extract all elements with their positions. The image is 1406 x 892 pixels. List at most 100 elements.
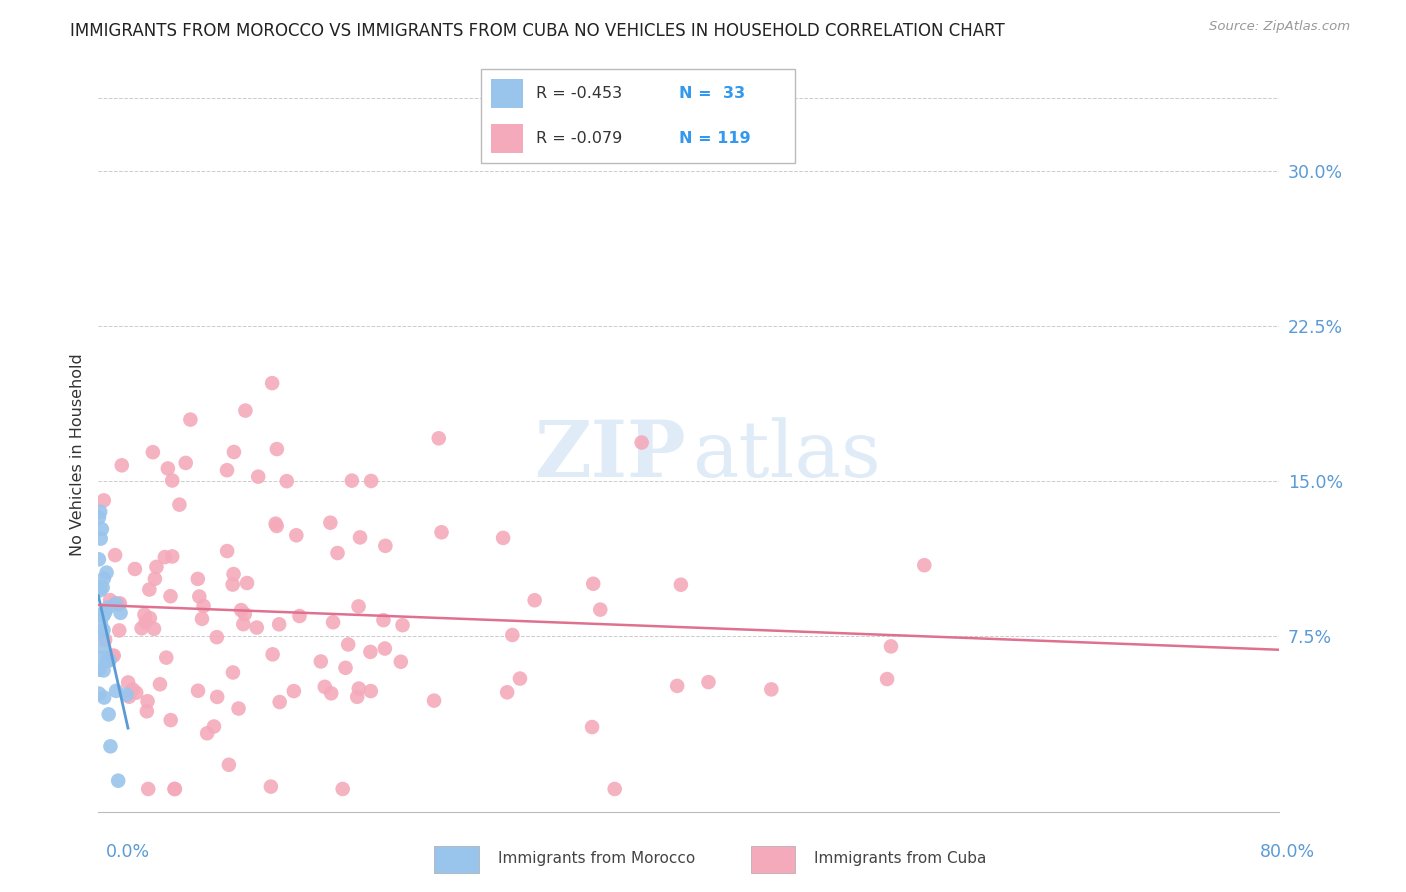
Point	[96, 566, 118, 580]
Point	[159, 713, 181, 727]
Point	[202, 719, 225, 733]
Point	[276, 474, 298, 488]
Text: N =  33: N = 33	[679, 86, 745, 101]
Point	[188, 590, 211, 604]
Point	[322, 615, 344, 630]
Point	[492, 531, 515, 545]
Point	[360, 474, 382, 488]
Point	[523, 593, 546, 607]
Point	[603, 781, 626, 796]
Point	[309, 655, 332, 669]
Point	[340, 474, 363, 488]
Point	[139, 611, 162, 625]
Point	[100, 739, 122, 754]
Point	[630, 435, 652, 450]
Point	[582, 576, 605, 591]
Point	[163, 781, 186, 796]
Point	[359, 645, 381, 659]
Point	[912, 558, 935, 573]
Point	[97, 707, 120, 722]
Point	[138, 582, 160, 597]
Point	[153, 550, 176, 565]
Point	[156, 461, 179, 475]
Point	[169, 498, 191, 512]
Point	[125, 686, 148, 700]
Text: ZIP: ZIP	[534, 417, 685, 493]
Point	[107, 598, 129, 612]
Point	[163, 781, 186, 796]
Point	[215, 463, 238, 477]
Point	[332, 781, 354, 796]
Point	[195, 726, 218, 740]
Point	[91, 650, 114, 665]
Point	[131, 621, 153, 635]
Point	[179, 412, 201, 426]
Point	[143, 622, 166, 636]
Point	[269, 695, 291, 709]
Point	[149, 677, 172, 691]
Point	[283, 684, 305, 698]
Point	[876, 672, 898, 686]
Point	[193, 599, 215, 613]
Point	[496, 685, 519, 699]
Point	[205, 630, 228, 644]
Point	[262, 648, 284, 662]
Point	[89, 607, 111, 622]
Point	[104, 596, 127, 610]
Point	[93, 640, 115, 655]
Point	[87, 510, 110, 524]
Point	[509, 672, 531, 686]
Point	[349, 530, 371, 544]
Point	[115, 688, 138, 702]
Point	[134, 607, 156, 622]
Point	[108, 596, 131, 610]
Text: N = 119: N = 119	[679, 131, 751, 146]
Point	[427, 431, 450, 445]
Point	[105, 684, 128, 698]
Point	[143, 572, 166, 586]
Point	[581, 720, 603, 734]
Point	[246, 621, 269, 635]
Point	[221, 577, 243, 591]
Point	[262, 376, 284, 391]
Point	[337, 637, 360, 651]
Point	[222, 445, 245, 459]
Point	[87, 663, 110, 677]
Point	[347, 599, 370, 614]
Point	[93, 623, 115, 637]
Point	[124, 562, 146, 576]
Point	[247, 469, 270, 483]
Point	[205, 690, 228, 704]
Point	[314, 680, 336, 694]
Point	[155, 650, 177, 665]
Point	[162, 474, 184, 488]
Point	[93, 690, 115, 705]
Point	[264, 516, 287, 531]
Point	[90, 522, 112, 536]
Point	[93, 664, 115, 678]
Text: IMMIGRANTS FROM MOROCCO VS IMMIGRANTS FROM CUBA NO VEHICLES IN HOUSEHOLD CORRELA: IMMIGRANTS FROM MOROCCO VS IMMIGRANTS FR…	[70, 22, 1005, 40]
Point	[321, 686, 343, 700]
Point	[389, 655, 412, 669]
Text: atlas: atlas	[693, 417, 882, 492]
Point	[118, 690, 141, 704]
Text: 80.0%: 80.0%	[1260, 843, 1315, 861]
Point	[266, 442, 288, 456]
Point	[135, 704, 157, 718]
Point	[162, 549, 184, 564]
Point	[191, 612, 214, 626]
Y-axis label: No Vehicles in Household: No Vehicles in Household	[69, 353, 84, 557]
Point	[347, 681, 370, 696]
Point	[373, 613, 395, 627]
Point	[288, 609, 311, 624]
Point	[90, 616, 112, 631]
Text: 0.0%: 0.0%	[105, 843, 149, 861]
Point	[87, 552, 110, 566]
Point	[90, 532, 112, 546]
FancyBboxPatch shape	[491, 78, 523, 108]
Point	[187, 683, 209, 698]
Point	[269, 617, 291, 632]
Point	[98, 653, 121, 667]
Point	[228, 701, 250, 715]
Point	[93, 571, 115, 585]
